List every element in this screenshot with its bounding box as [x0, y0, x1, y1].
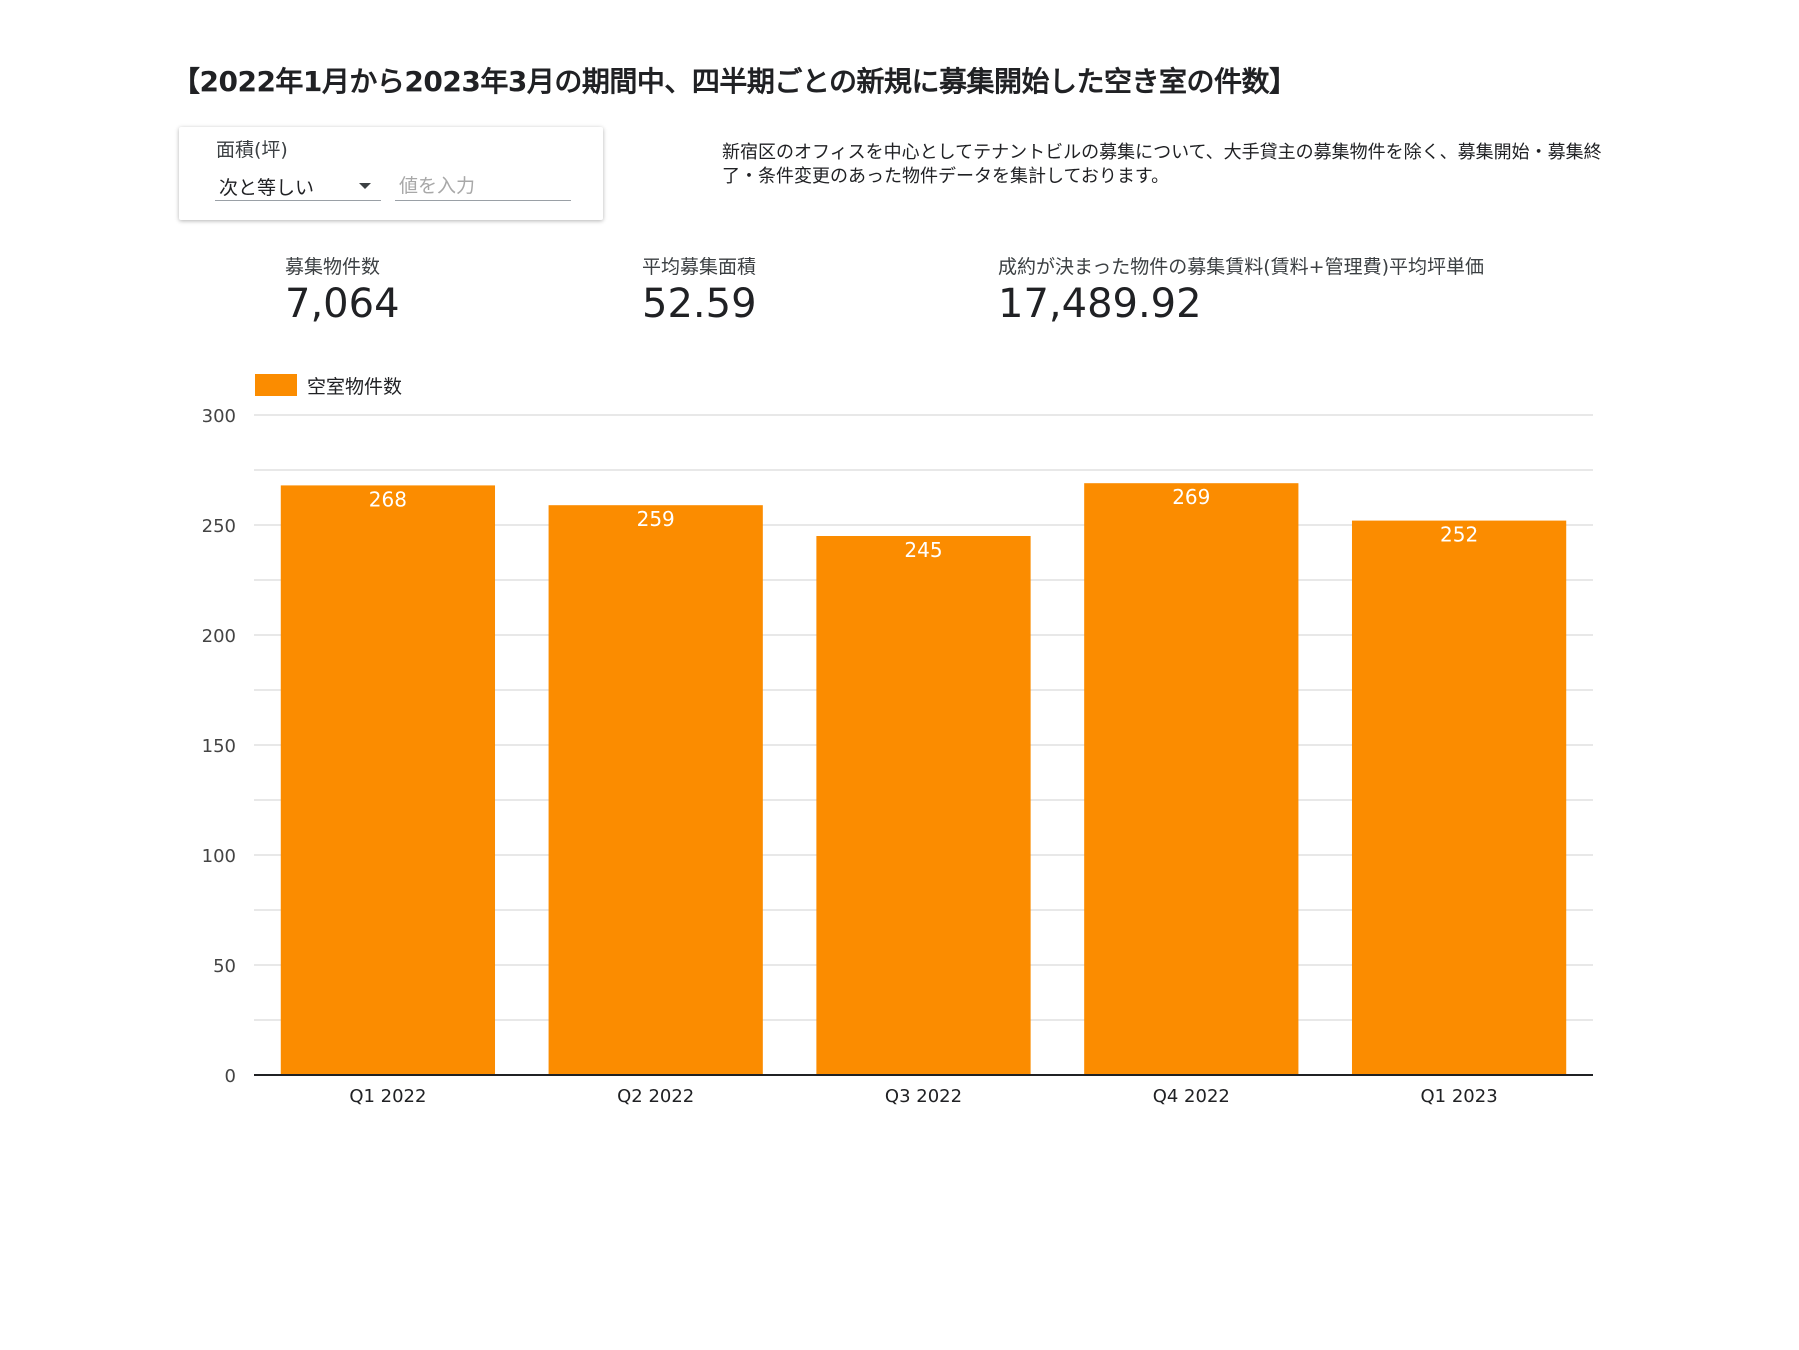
- kpi-average-area: 平均募集面積 52.59: [642, 252, 757, 327]
- description-text: 新宿区のオフィスを中心としてテナントビルの募集について、大手貸主の募集物件を除く…: [722, 142, 1602, 187]
- kpi-value: 7,064: [285, 281, 400, 327]
- y-tick-label: 300: [202, 406, 236, 427]
- bar-value-label: 252: [1440, 523, 1478, 547]
- kpi-label: 募集物件数: [285, 256, 381, 278]
- page-title: 【2022年1月から2023年3月の期間中、四半期ごとの新規に募集開始した空き室…: [172, 65, 1297, 98]
- kpi-label: 成約が決まった物件の募集賃料(賃料+管理費)平均坪単価: [998, 256, 1484, 278]
- y-tick-label: 100: [202, 846, 236, 867]
- bar: [548, 505, 763, 1075]
- chart-legend: 空室物件数: [255, 372, 402, 398]
- bar: [1084, 483, 1299, 1075]
- bar-value-label: 268: [369, 487, 407, 511]
- legend-swatch: [255, 374, 297, 396]
- bar-value-label: 269: [1172, 485, 1210, 509]
- y-tick-label: 150: [202, 736, 236, 757]
- x-tick-label: Q1 2023: [1421, 1086, 1498, 1107]
- y-tick-label: 50: [213, 956, 236, 977]
- x-tick-label: Q4 2022: [1153, 1086, 1230, 1107]
- filter-operator-select[interactable]: 次と等しい: [215, 171, 381, 201]
- bar-value-label: 259: [637, 507, 675, 531]
- kpi-label: 平均募集面積: [642, 256, 757, 278]
- bar: [1351, 520, 1567, 1075]
- bar: [816, 536, 1031, 1075]
- kpi-value: 52.59: [642, 281, 757, 327]
- x-tick-label: Q3 2022: [885, 1086, 962, 1107]
- filter-label: 面積(坪): [216, 139, 288, 161]
- bar-value-label: 245: [904, 538, 942, 562]
- x-tick-label: Q2 2022: [617, 1086, 694, 1107]
- y-tick-label: 200: [202, 626, 236, 647]
- area-filter-control: 面積(坪) 次と等しい: [179, 127, 603, 220]
- y-tick-label: 0: [225, 1066, 236, 1087]
- caret-down-icon: [359, 183, 371, 189]
- filter-operator-value: 次と等しい: [219, 177, 315, 199]
- kpi-average-rent: 成約が決まった物件の募集賃料(賃料+管理費)平均坪単価 17,489.92: [998, 252, 1484, 327]
- kpi-listing-count: 募集物件数 7,064: [285, 252, 400, 327]
- y-tick-label: 250: [202, 516, 236, 537]
- kpi-value: 17,489.92: [998, 281, 1202, 327]
- filter-value-input[interactable]: [395, 171, 571, 201]
- bar: [280, 485, 496, 1075]
- x-tick-label: Q1 2022: [349, 1086, 426, 1107]
- legend-label: 空室物件数: [307, 375, 403, 398]
